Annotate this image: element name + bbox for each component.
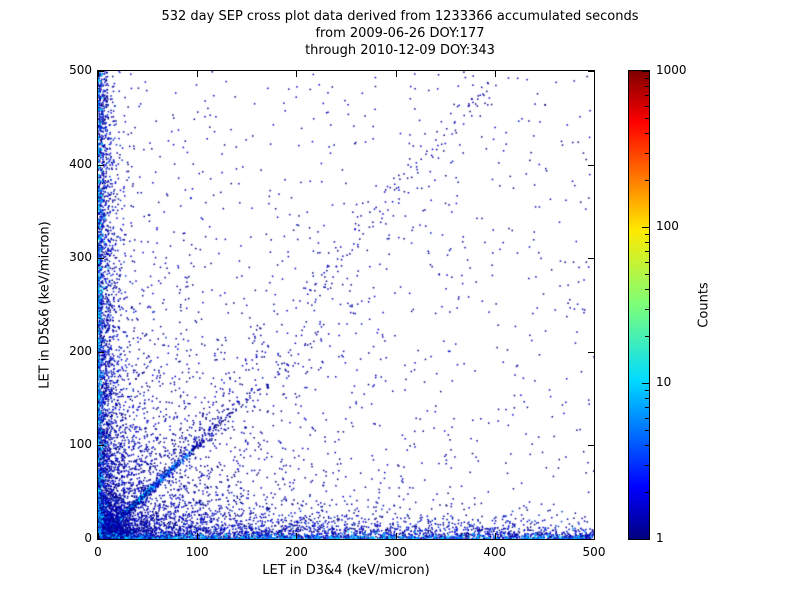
chart-title-line-1: 532 day SEP cross plot data derived from… [161, 9, 639, 24]
y-tick-mark [98, 539, 104, 540]
colorbar-minor-tick-mark [645, 398, 649, 400]
x-tick-mark-top [594, 71, 595, 77]
y-tick-mark [98, 445, 104, 447]
colorbar-minor-tick-mark [645, 78, 649, 80]
colorbar-tick-mark [642, 539, 649, 540]
colorbar-tick-label: 1 [656, 531, 664, 545]
y-tick-label: 200 [69, 343, 92, 358]
colorbar-minor-tick-mark [645, 261, 649, 263]
x-tick-mark-top [197, 71, 199, 77]
colorbar-label: Counts [696, 282, 712, 328]
colorbar-minor-tick-mark [645, 464, 649, 466]
x-tick-mark-top [395, 71, 397, 77]
colorbar-minor-tick-mark [645, 407, 649, 409]
plot-area [97, 70, 595, 540]
y-tick-mark-right [588, 539, 594, 540]
colorbar-minor-tick-mark [645, 390, 649, 392]
y-tick-mark-right [588, 445, 594, 447]
colorbar-tick-label: 100 [656, 219, 679, 233]
y-tick-mark-right [588, 351, 594, 353]
chart-title-line-2: from 2009-06-26 DOY:177 [315, 26, 485, 41]
colorbar-tick-label: 10 [656, 375, 672, 389]
y-tick-mark-right [588, 164, 594, 166]
y-tick-mark-right [588, 258, 594, 260]
y-axis-label: LET in D5&6 (keV/micron) [37, 221, 53, 389]
y-tick-label: 300 [69, 250, 92, 265]
chart-title-block: 532 day SEP cross plot data derived from… [0, 8, 800, 59]
colorbar-minor-tick-mark [645, 242, 649, 244]
colorbar-minor-tick-mark [645, 308, 649, 310]
y-tick-mark [98, 164, 104, 166]
colorbar-tick-mark [642, 227, 649, 228]
colorbar-minor-tick-mark [645, 289, 649, 291]
x-tick-mark [494, 533, 496, 539]
x-tick-label: 100 [185, 545, 209, 559]
colorbar-tick-mark [642, 383, 649, 384]
x-tick-mark-top [98, 71, 99, 77]
colorbar-minor-tick-mark [645, 429, 649, 431]
colorbar-minor-tick-mark [645, 152, 649, 154]
colorbar-minor-tick-mark [645, 133, 649, 135]
colorbar-minor-tick-mark [645, 445, 649, 447]
x-tick-mark-top [494, 71, 496, 77]
colorbar-minor-tick-mark [645, 105, 649, 107]
x-tick-label: 200 [284, 545, 308, 559]
y-tick-mark [98, 258, 104, 260]
colorbar-minor-tick-mark [645, 492, 649, 494]
scatter-canvas [98, 71, 594, 539]
colorbar-tick-mark [642, 71, 649, 72]
x-tick-mark [98, 533, 99, 539]
y-tick-mark [98, 71, 104, 72]
colorbar-minor-tick-mark [645, 95, 649, 97]
colorbar-minor-tick-mark [645, 117, 649, 119]
x-tick-mark [197, 533, 199, 539]
y-tick-mark [98, 351, 104, 353]
colorbar-minor-tick-mark [645, 234, 649, 236]
y-tick-label: 500 [69, 63, 92, 77]
y-tick-label: 400 [69, 156, 92, 171]
x-tick-label: 500 [582, 545, 606, 559]
colorbar-minor-tick-mark [645, 417, 649, 419]
colorbar-minor-tick-mark [645, 86, 649, 88]
colorbar [628, 70, 650, 540]
x-tick-mark [395, 533, 397, 539]
colorbar-minor-tick-mark [645, 251, 649, 253]
y-tick-mark-right [588, 71, 594, 72]
x-tick-mark [296, 533, 298, 539]
colorbar-tick-label: 1000 [656, 63, 687, 77]
x-tick-mark [594, 533, 595, 539]
colorbar-minor-tick-mark [645, 273, 649, 275]
y-tick-label: 0 [84, 531, 92, 545]
chart-title-line-3: through 2010-12-09 DOY:343 [305, 43, 495, 58]
x-tick-mark-top [296, 71, 298, 77]
x-tick-label: 400 [483, 545, 507, 559]
colorbar-minor-tick-mark [645, 336, 649, 338]
x-tick-label: 300 [384, 545, 408, 559]
colorbar-minor-tick-mark [645, 180, 649, 182]
x-axis-label: LET in D3&4 (keV/micron) [262, 563, 430, 578]
y-tick-label: 100 [69, 437, 92, 452]
x-tick-label: 0 [94, 545, 102, 559]
